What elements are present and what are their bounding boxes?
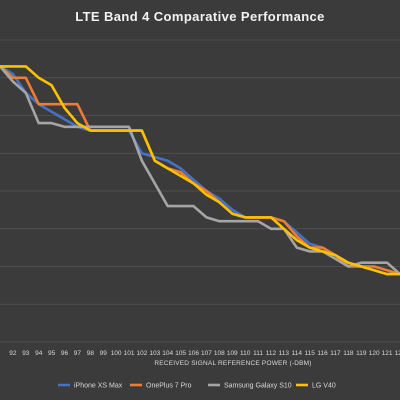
x-tick-label: 108 <box>214 350 225 357</box>
series-line-lg-v40 <box>0 65 400 276</box>
x-tick-label: 97 <box>74 350 82 357</box>
x-tick-label: 118 <box>343 350 354 357</box>
x-tick-label: 102 <box>137 350 148 357</box>
x-tick-label: 117 <box>330 350 341 357</box>
x-tick-label: 121 <box>382 350 393 357</box>
x-tick-label: 110 <box>240 350 251 357</box>
x-tick-label: 119 <box>356 350 367 357</box>
x-tick-label: 120 <box>369 350 380 357</box>
series-line-samsung-galaxy-s10 <box>0 65 400 276</box>
x-axis-label: RECEIVED SIGNAL REFERENCE POWER (-DBM) <box>154 360 311 367</box>
x-tick-label: 99 <box>100 350 108 357</box>
x-tick-label: 116 <box>317 350 328 357</box>
x-tick-label: 100 <box>111 350 122 357</box>
series-layer <box>0 65 400 276</box>
x-tick-label: 94 <box>35 350 43 357</box>
x-tick-label: 101 <box>124 350 135 357</box>
legend: iPhone XS Max OnePlus 7 Pro Samsung Galaxy… <box>58 383 336 390</box>
legend-label-oneplus-7-pro: OnePlus 7 Pro <box>146 383 192 390</box>
x-tick-label: 98 <box>87 350 95 357</box>
x-tick-label: 111 <box>253 350 263 357</box>
x-tick-label: 106 <box>188 350 199 357</box>
chart-title: LTE Band 4 Comparative Performance <box>75 9 325 24</box>
x-tick-label: 113 <box>279 350 290 357</box>
x-tick-label: 92 <box>9 350 17 357</box>
x-tick-label: 115 <box>304 350 315 357</box>
x-tick-label: 96 <box>61 350 69 357</box>
x-tick-label: 114 <box>292 350 303 357</box>
legend-label-lg-v40: LG V40 <box>312 383 336 390</box>
gridlines <box>0 39 400 343</box>
x-tick-label: 107 <box>201 350 212 357</box>
x-tick-label: 93 <box>22 350 30 357</box>
x-tick-label: 112 <box>266 350 277 357</box>
x-tick-label: 95 <box>48 350 56 357</box>
x-tick-label: 122 <box>395 350 400 357</box>
x-tick-label: 104 <box>162 350 173 357</box>
x-tick-label: 109 <box>227 350 238 357</box>
legend-label-iphone-xs-max: iPhone XS Max <box>74 383 123 390</box>
x-tick-label: 105 <box>175 350 186 357</box>
legend-label-samsung-galaxy-s10: Samsung Galaxy S10 <box>224 383 292 390</box>
x-tick-label: 103 <box>149 350 160 357</box>
x-axis-ticks: 92 93 94 95 96 97 98 99 100 101 102 103 104 105 106 107… <box>9 350 400 357</box>
